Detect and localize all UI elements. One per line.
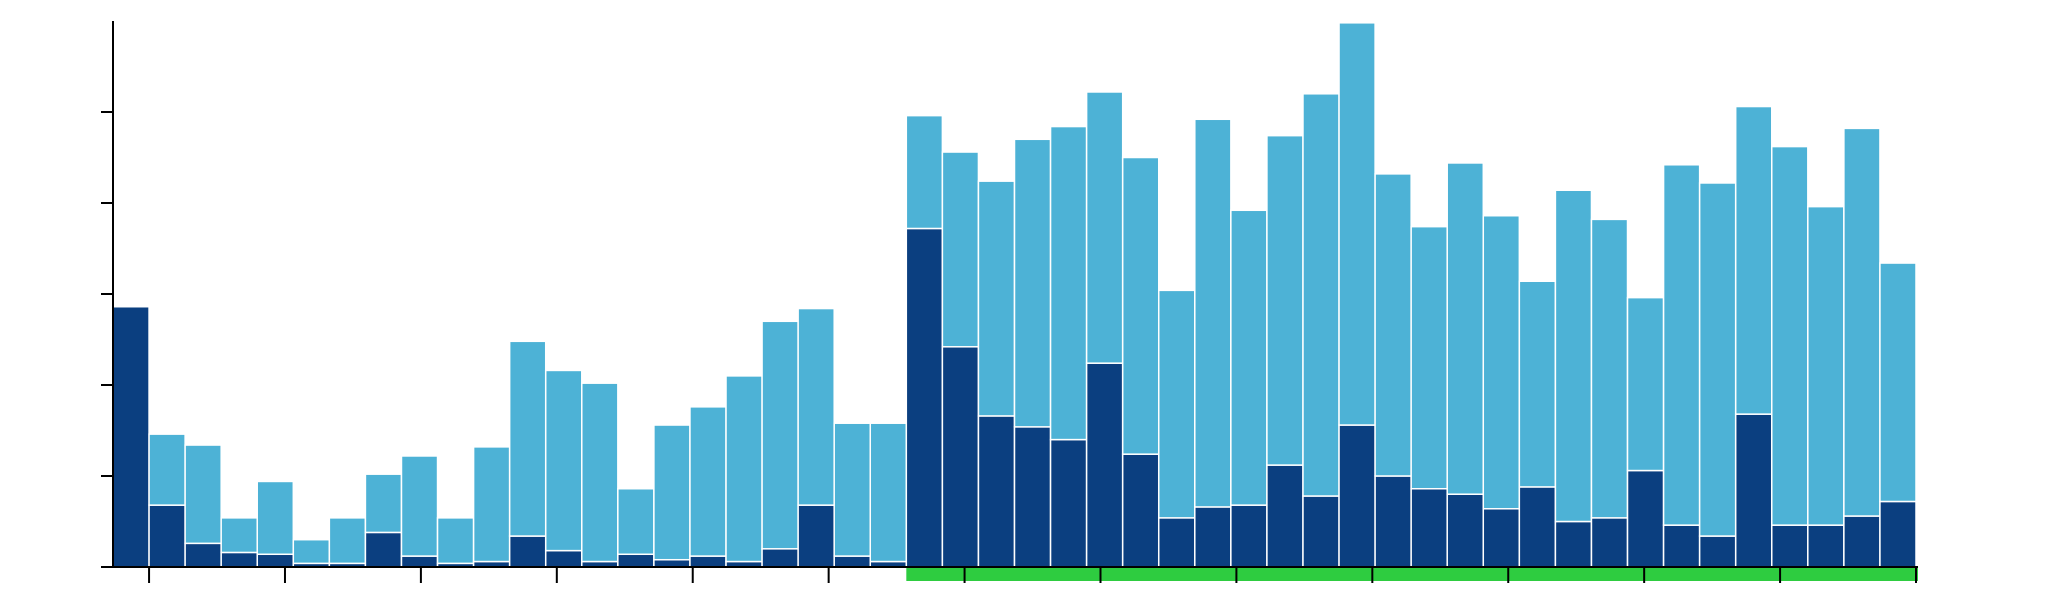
bar-segment-dark — [689, 555, 727, 568]
bar-segment-light — [1410, 225, 1448, 490]
bar-segment-light — [977, 180, 1016, 417]
bar-segment-light — [1121, 156, 1160, 455]
bar-segment-dark — [1554, 520, 1593, 568]
bar-segment-dark — [1049, 438, 1088, 568]
bar-segment-light — [1338, 22, 1376, 426]
bar-segment-dark — [1482, 508, 1521, 568]
bar-segment-light — [544, 369, 583, 552]
bar-segment-dark — [1157, 517, 1196, 568]
bar-segment-light — [1374, 173, 1412, 477]
bar-segment-light — [905, 114, 944, 230]
bar-segment-light — [1879, 262, 1917, 503]
bar-segment-dark — [184, 542, 222, 568]
bar-segment-light — [436, 517, 475, 565]
bar-segment-light — [833, 422, 872, 557]
bar-segment-dark — [761, 548, 799, 568]
bar-segment-dark — [1662, 524, 1701, 568]
bar-segment-light — [1302, 93, 1340, 497]
bar-segment-light — [1194, 118, 1232, 508]
bar-segment-dark — [977, 415, 1016, 568]
bar-segment-light — [364, 473, 403, 534]
bar-segment-light — [1662, 164, 1701, 526]
bar-segment-dark — [1734, 413, 1773, 568]
bar-segment-light — [1590, 218, 1629, 519]
bar-segment-light — [581, 382, 619, 563]
bar-segment-light — [400, 455, 439, 557]
bar-segment-dark — [1266, 464, 1304, 568]
bar-segment-dark — [1410, 487, 1448, 568]
bar-segment-dark — [256, 553, 295, 568]
bar-segment-dark — [1626, 469, 1665, 568]
bar-segment-light — [1013, 138, 1052, 428]
bar-segment-dark — [617, 553, 655, 568]
bar-segment-dark — [1446, 493, 1485, 568]
bar-segment-dark — [905, 227, 944, 568]
bar-segment-dark — [148, 504, 186, 568]
bar-segment-dark — [941, 346, 980, 568]
bar-segment-light — [1698, 182, 1737, 537]
bar-segment-light — [653, 424, 691, 561]
bar-segment-dark — [220, 551, 258, 568]
bar-segment-dark — [1843, 515, 1881, 568]
bar-segment-light — [292, 538, 331, 565]
bar-segment-dark — [1085, 362, 1124, 568]
bar-segment-dark — [1771, 524, 1809, 568]
bar-segment-dark — [1338, 424, 1376, 568]
bar-segment-light — [689, 406, 727, 557]
bar-segment-light — [1734, 105, 1773, 415]
bar-segment-dark — [1807, 524, 1845, 568]
bar-segment-light — [1843, 127, 1881, 517]
bar-segment-light — [148, 433, 186, 506]
bar-segment-dark — [1698, 535, 1737, 568]
bar-segment-light — [220, 517, 258, 554]
bar-segment-dark — [833, 555, 872, 568]
bar-segment-light — [761, 320, 799, 550]
bar-segment-dark — [1302, 495, 1340, 568]
bar-segment-light — [869, 422, 908, 563]
bar-segment-light — [1554, 189, 1593, 523]
bar-segment-dark — [653, 558, 691, 568]
highlight-strip — [906, 567, 1918, 581]
bar-segment-light — [508, 340, 547, 537]
bar-segment-light — [941, 151, 980, 348]
bar-segment-light — [1446, 162, 1485, 495]
bar-segment-light — [1807, 205, 1845, 526]
bar-segment-dark — [112, 305, 150, 568]
bar-segment-light — [1049, 125, 1088, 441]
bar-segment-dark — [364, 531, 403, 568]
bar-segment-light — [328, 517, 367, 565]
bar-segment-light — [1518, 280, 1557, 488]
bar-segment-light — [1771, 145, 1809, 526]
bar-segment-light — [1157, 289, 1196, 519]
bar-segment-dark — [797, 504, 835, 568]
bar-segment-light — [1230, 209, 1268, 506]
bar-segment-light — [1266, 134, 1304, 466]
bar-segment-light — [1482, 214, 1521, 510]
bar-segment-dark — [1879, 500, 1917, 568]
bar-segment-light — [472, 446, 511, 563]
bar-segment-light — [725, 375, 763, 563]
bar-segment-dark — [544, 549, 583, 568]
bar-segment-dark — [1194, 506, 1232, 568]
bar-segment-light — [797, 307, 835, 506]
bar-segment-dark — [1374, 475, 1412, 568]
bar-segment-dark — [400, 555, 439, 568]
bar-segment-light — [1085, 91, 1124, 364]
bar-segment-dark — [1518, 486, 1557, 568]
bar-segment-dark — [1013, 426, 1052, 568]
bar-segment-light — [1626, 296, 1665, 472]
bar-segment-light — [256, 480, 295, 556]
bar-segment-dark — [508, 535, 547, 568]
bar-segment-light — [184, 444, 222, 545]
bar-segment-dark — [1121, 453, 1160, 568]
bar-segment-dark — [1590, 517, 1629, 568]
bar-segment-dark — [1230, 504, 1268, 568]
bar-segment-light — [617, 487, 655, 556]
